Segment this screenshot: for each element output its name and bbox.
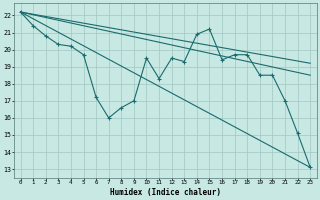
X-axis label: Humidex (Indice chaleur): Humidex (Indice chaleur) <box>110 188 221 197</box>
